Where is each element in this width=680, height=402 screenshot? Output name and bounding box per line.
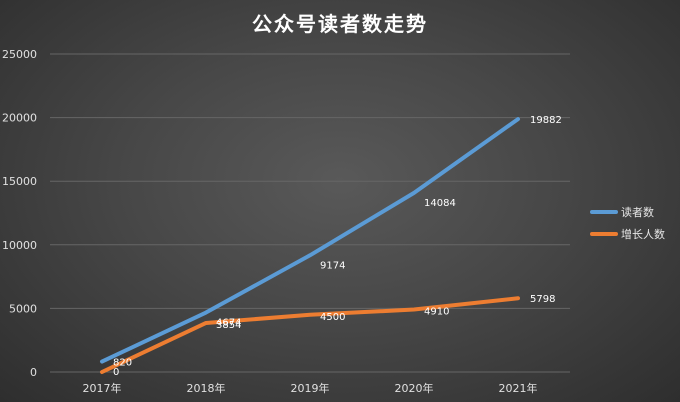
legend-label: 读者数	[621, 205, 654, 219]
data-label: 820	[113, 358, 132, 369]
x-tick-label: 2018年	[187, 381, 226, 395]
legend-label: 增长人数	[621, 227, 665, 241]
data-label: 3854	[216, 320, 241, 331]
y-tick-label: 20000	[2, 112, 37, 125]
x-tick-label: 2017年	[83, 381, 122, 395]
y-tick-label: 15000	[2, 175, 37, 188]
data-label: 14084	[424, 198, 456, 209]
series-line-0	[100, 117, 520, 364]
y-tick-label: 10000	[2, 239, 37, 252]
y-tick-label: 25000	[2, 48, 37, 61]
data-label: 5798	[530, 294, 555, 305]
data-label: 19882	[530, 115, 562, 126]
y-tick-label: 5000	[9, 302, 37, 315]
x-tick-label: 2020年	[395, 381, 434, 395]
series-line-1	[100, 296, 520, 374]
data-label: 0	[113, 367, 119, 378]
x-tick-label: 2019年	[291, 381, 330, 395]
data-label: 4674	[216, 318, 241, 329]
chart-title: 公众号读者数走势	[252, 12, 428, 36]
x-tick-label: 2021年	[499, 381, 538, 395]
data-label: 4500	[320, 312, 345, 323]
data-label: 4910	[424, 307, 449, 318]
data-label: 9174	[320, 260, 345, 271]
y-tick-label: 0	[30, 366, 37, 379]
